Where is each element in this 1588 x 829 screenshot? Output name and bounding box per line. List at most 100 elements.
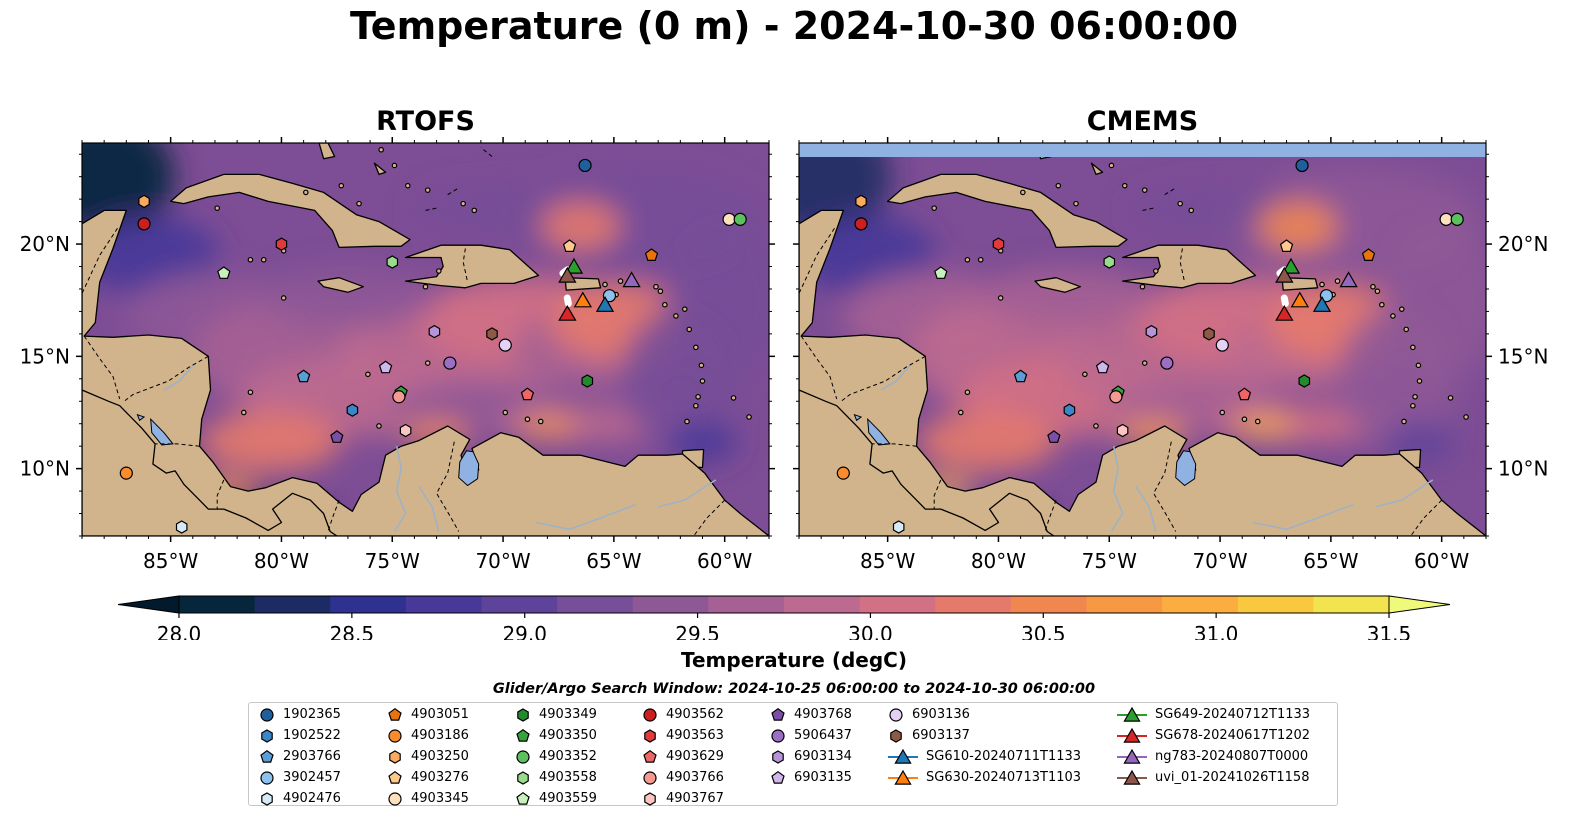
panel-frame [81,142,770,537]
obs-1902522 [346,403,359,417]
legend-entry-label: 4903186 [411,728,469,743]
island [391,162,398,169]
obs-SG610-20240711T1133 [1312,295,1332,312]
sst-patch [517,415,578,436]
obs-4902476 [175,520,188,534]
island [460,200,466,207]
obs-4903250 [138,194,150,209]
island [617,278,624,284]
colorbar-segment [1162,596,1239,613]
land-jamaica [1034,277,1082,293]
island [964,389,971,396]
land-bahamas2 [1090,162,1104,176]
obs-4903276 [1279,239,1294,253]
lon-tick-label: 65°W [1303,549,1358,573]
legend-entry-label: 4903051 [411,707,469,722]
island [435,268,442,274]
obs-4903768 [1047,430,1061,443]
colorbar-segment [632,596,709,613]
lake-maracaibo [1175,450,1197,487]
colorbar-segment [1313,596,1390,613]
island [260,256,267,263]
land-pacificCoast [82,389,338,536]
legend-entry: 1902522 [257,725,341,746]
country-border [425,207,437,211]
lon-tick-label: 60°W [1414,549,1469,573]
map-panel-rtofs: 85°W 80°W 75°W 70°W 65°W 60°W 10°N 15°N 20°N [20,137,775,573]
island [356,200,362,207]
obs-4903051 [644,248,659,262]
legend-entry-label: 6903137 [912,728,970,743]
lat-tick-label: 10°N [1498,457,1548,481]
legend-entry-label: 6903136 [912,707,970,722]
obs-4903345 [1439,212,1453,226]
river [393,446,407,532]
obs-4903559 [217,266,231,279]
obs-4903250 [855,194,867,209]
colorbar-label: Temperature (degC) [681,648,907,672]
legend-entry-label: 4903563 [666,728,724,743]
island [1370,283,1376,290]
island [746,414,752,420]
triangle-marker-icon [1117,706,1147,722]
land-hispaniola [1121,244,1257,289]
obs-1902522 [1063,403,1076,417]
lat-tick-label: 10°N [20,457,70,481]
country-border [447,187,459,196]
obs-4903629 [520,387,535,401]
colorbar-tick-label: 28.5 [330,622,375,640]
legend-entry-label: 4903345 [411,791,469,806]
island [1108,162,1115,169]
obs-2903766 [296,369,311,383]
river [1110,446,1124,532]
lat-tick-label: 15°N [20,344,70,368]
obs-ng783-20240807T0000 [1339,271,1358,288]
obs-4903558 [1103,255,1116,269]
legend-entry: 4903350 [513,725,597,746]
island [699,378,706,384]
sst-patch [917,411,1058,472]
obs-6903136 [1215,338,1229,352]
legend-entry-label: 4903349 [539,707,597,722]
island [424,187,431,193]
lake-maracaibo [458,450,480,487]
river [163,362,196,391]
island [1410,402,1416,409]
circle-marker-icon [260,770,274,785]
obs-4903767 [1116,423,1129,438]
island [1412,393,1418,400]
legend-entry-label: SG610-20240711T1133 [926,749,1082,764]
country-border [799,228,835,294]
legend-entry: 6903137 [886,725,970,746]
island [1141,360,1148,366]
obs-6903134 [1145,324,1158,339]
island [1410,344,1416,351]
legend-entry-label: 1902522 [283,728,341,743]
island [1416,378,1423,384]
island [338,182,345,189]
island [214,205,220,211]
triangle-marker-icon [1117,748,1147,764]
obs-SG630-20240713T1103 [573,291,593,308]
island [1020,189,1026,196]
legend-entry: 1902365 [257,704,341,725]
pentagon-marker-icon [516,728,530,742]
lon-tick-label: 75°W [365,549,420,573]
panel-frame [798,142,1487,537]
legend-entry: 4903276 [385,767,469,788]
pentagon-marker-icon [516,791,530,805]
colorbar-segment [254,596,331,613]
colorbar-tick-label: 29.5 [675,622,720,640]
figure-title: Temperature (0 m) - 2024-10-30 06:00:00 [349,4,1239,48]
obs-1902365 [1295,158,1309,173]
legend-entry: 4903562 [640,704,724,725]
hexagon-marker-icon [772,749,784,764]
legend-entry: 4903767 [640,788,724,809]
island [695,393,701,400]
island [1082,371,1088,378]
lake-nicaragua [867,417,891,446]
legend-entry-label: SG630-20240713T1103 [926,770,1082,785]
obs-5906437 [1160,356,1174,370]
colorbar-tick-label: 29.0 [502,622,547,640]
island [1177,200,1183,207]
